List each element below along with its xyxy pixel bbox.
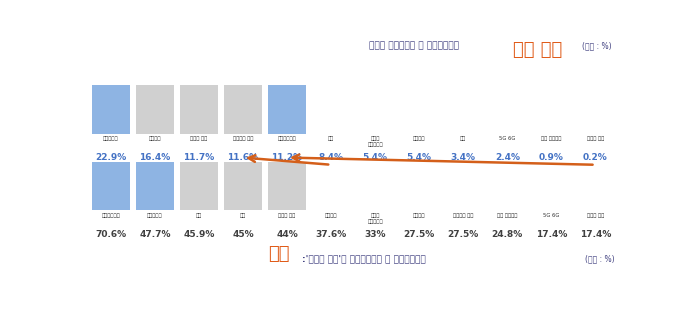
Text: 5G 6G: 5G 6G — [543, 213, 559, 218]
FancyBboxPatch shape — [268, 162, 306, 210]
Text: 우주항공해양: 우주항공해양 — [278, 136, 296, 141]
Text: 11.7%: 11.7% — [183, 153, 214, 162]
Text: 33%: 33% — [364, 230, 386, 239]
Text: 37.6%: 37.6% — [316, 230, 347, 239]
Text: 예산 현황: 예산 현황 — [513, 41, 562, 59]
Text: 44%: 44% — [276, 230, 298, 239]
Text: 17.4%: 17.4% — [579, 230, 611, 239]
Text: 반도체
디스플레이: 반도체 디스플레이 — [367, 136, 383, 147]
Text: 반도체
디스플레이: 반도체 디스플레이 — [367, 213, 383, 224]
Text: 3.4%: 3.4% — [451, 153, 475, 162]
FancyBboxPatch shape — [181, 162, 218, 210]
Text: 바이오헬스: 바이오헬스 — [147, 213, 163, 218]
Text: 22.9%: 22.9% — [95, 153, 127, 162]
Text: 70.6%: 70.6% — [95, 230, 126, 239]
Text: 출연금 주요사업비 중 국가전략기술: 출연금 주요사업비 중 국가전략기술 — [369, 41, 459, 50]
Text: 인공지능: 인공지능 — [149, 136, 161, 141]
Text: 8.4%: 8.4% — [318, 153, 344, 162]
Text: 이차전지: 이차전지 — [413, 213, 425, 218]
FancyBboxPatch shape — [268, 85, 306, 134]
Text: 수요: 수요 — [268, 245, 289, 263]
Text: 첨단 모빌리티: 첨단 모빌리티 — [497, 213, 517, 218]
FancyBboxPatch shape — [92, 162, 130, 210]
FancyBboxPatch shape — [136, 162, 174, 210]
Text: 전자지능: 전자지능 — [325, 213, 338, 218]
Text: 수소: 수소 — [328, 136, 334, 141]
Text: 첨단로봇 제조: 첨단로봇 제조 — [453, 213, 473, 218]
Text: 수소: 수소 — [240, 213, 246, 218]
Text: 11.2%: 11.2% — [271, 153, 302, 162]
Text: 차세대 발전: 차세대 발전 — [278, 213, 296, 218]
Text: 47.7%: 47.7% — [139, 230, 171, 239]
Text: 27.5%: 27.5% — [448, 230, 479, 239]
Text: 0.9%: 0.9% — [539, 153, 564, 162]
FancyBboxPatch shape — [92, 85, 130, 134]
Text: 첨단 모빌리티: 첨단 모빌리티 — [541, 136, 562, 141]
Text: 이차전지: 이차전지 — [413, 136, 425, 141]
Text: 바이오헬스: 바이오헬스 — [103, 136, 119, 141]
Text: 사이버 보안: 사이버 보안 — [587, 213, 604, 218]
Text: (단위 : %): (단위 : %) — [586, 254, 615, 263]
Text: 5.4%: 5.4% — [362, 153, 388, 162]
Text: 사이버 보안: 사이버 보안 — [190, 136, 207, 141]
FancyBboxPatch shape — [181, 85, 218, 134]
Text: 45.9%: 45.9% — [183, 230, 214, 239]
FancyBboxPatch shape — [136, 85, 174, 134]
Text: 27.5%: 27.5% — [404, 230, 435, 239]
Text: 우주항공해양: 우주항공해양 — [101, 213, 120, 218]
Text: 17.4%: 17.4% — [535, 230, 567, 239]
FancyBboxPatch shape — [224, 162, 262, 210]
Text: 첨단제조 로봇: 첨단제조 로봇 — [233, 136, 253, 141]
FancyBboxPatch shape — [224, 85, 262, 134]
Text: 16.4%: 16.4% — [139, 153, 170, 162]
Text: 5G 6G: 5G 6G — [499, 136, 515, 141]
Text: 11.6%: 11.6% — [227, 153, 258, 162]
Text: 차세대 발전: 차세대 발전 — [587, 136, 604, 141]
Text: 24.8%: 24.8% — [492, 230, 523, 239]
Text: :'선택과 집중'시 중점추진해야 할 국가전략기술: :'선택과 집중'시 중점추진해야 할 국가전략기술 — [302, 254, 426, 263]
Text: 5.4%: 5.4% — [407, 153, 432, 162]
Text: (단위 : %): (단위 : %) — [582, 41, 612, 50]
Text: 2.4%: 2.4% — [495, 153, 520, 162]
Text: 양자: 양자 — [196, 213, 202, 218]
Text: 0.2%: 0.2% — [583, 153, 608, 162]
Text: 양자: 양자 — [460, 136, 466, 141]
Text: 45%: 45% — [232, 230, 254, 239]
